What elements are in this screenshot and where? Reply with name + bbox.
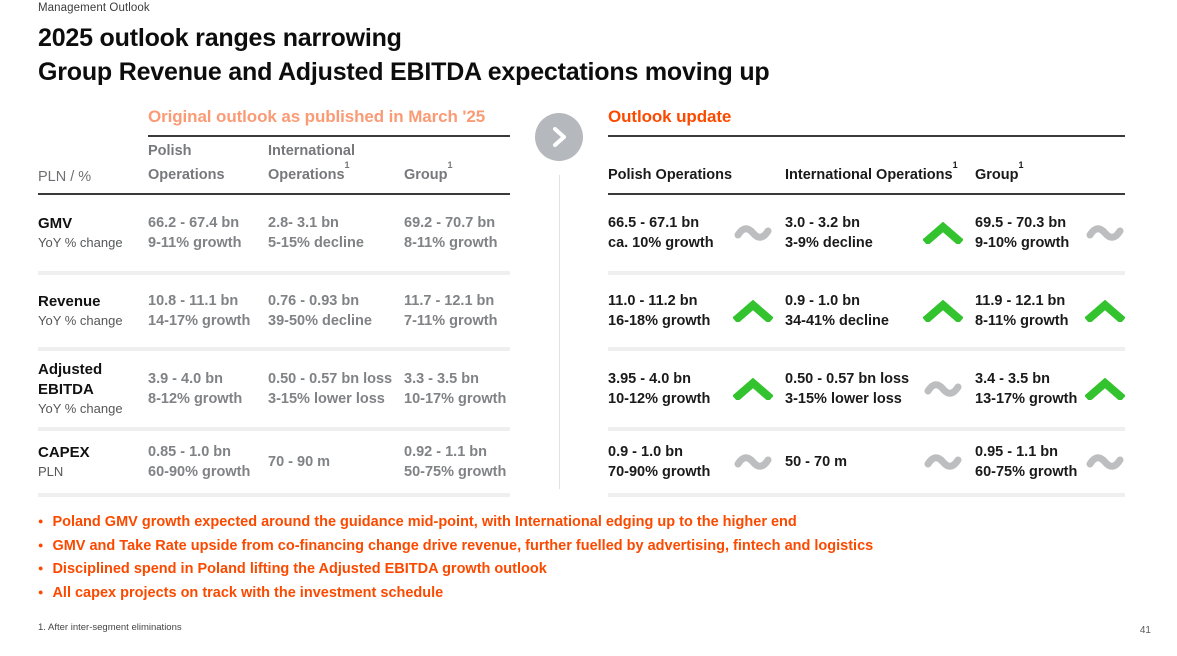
column-header-group: Group1 xyxy=(404,160,453,183)
column-header-polish: Polish Operations xyxy=(148,143,225,183)
vertical-divider xyxy=(559,175,560,489)
row-separator xyxy=(608,347,1125,351)
original-outlook-table: Original outlook as published in March '… xyxy=(38,107,510,497)
table-row-ebitda: Adjusted EBITDA YoY % change 3.9 - 4.0 b… xyxy=(38,351,510,427)
cell-polish: 0.85 - 1.0 bn 60-90% growth xyxy=(148,444,251,480)
outlook-update-header-row: Polish Operations International Operatio… xyxy=(608,137,1125,193)
section-eyebrow: Management Outlook xyxy=(38,2,150,14)
cell-group: 11.9 - 12.1 bn 8-11% growth xyxy=(975,293,1069,329)
cell-group: 0.95 - 1.1 bn 60-75% growth xyxy=(975,444,1078,480)
original-outlook-title: Original outlook as published in March '… xyxy=(148,107,486,126)
table-row-capex: CAPEX PLN 0.85 - 1.0 bn 60-90% growth 70 … xyxy=(38,431,510,493)
row-separator xyxy=(608,493,1125,497)
row-separator xyxy=(608,427,1125,431)
outlook-update-table: Outlook update Polish Operations Interna… xyxy=(608,107,1125,497)
row-separator xyxy=(38,271,510,275)
column-header-international: International Operations1 xyxy=(785,160,958,183)
metric-label: Revenue YoY % change xyxy=(38,293,123,328)
cell-international: 0.50 - 0.57 bn loss 3-15% lower loss xyxy=(785,371,910,407)
bullet-item: ● GMV and Take Rate upside from co-financ… xyxy=(38,535,1177,559)
cell-group: 3.4 - 3.5 bn 13-17% growth xyxy=(975,371,1078,407)
divider xyxy=(148,135,510,137)
table-row-gmv: GMV YoY % change 66.2 - 67.4 bn 9-11% gro… xyxy=(38,195,510,271)
cell-international: 0.9 - 1.0 bn 34-41% decline xyxy=(785,293,889,329)
trend-up-icon xyxy=(720,300,785,322)
title-line-1: 2025 outlook ranges narrowing xyxy=(38,24,402,52)
cell-polish: 3.95 - 4.0 bn 10-12% growth xyxy=(608,371,711,407)
metric-label: CAPEX PLN xyxy=(38,444,90,479)
trend-flat-icon xyxy=(1085,452,1125,472)
bullet-icon: ● xyxy=(38,586,44,597)
trend-up-icon xyxy=(720,378,785,400)
trend-up-icon xyxy=(1085,300,1125,322)
divider xyxy=(608,135,1125,137)
trend-up-icon xyxy=(910,300,975,322)
cell-international: 3.0 - 3.2 bn 3-9% decline xyxy=(785,215,873,251)
cell-group: 69.5 - 70.3 bn 9-10% growth xyxy=(975,215,1070,251)
column-header-group: Group1 xyxy=(975,160,1024,183)
trend-flat-icon xyxy=(1085,223,1125,243)
cell-international: 50 - 70 m xyxy=(785,454,848,470)
title-line-2: Group Revenue and Adjusted EBITDA expect… xyxy=(38,58,770,86)
cell-group: 0.92 - 1.1 bn 50-75% growth xyxy=(404,444,507,480)
cell-polish: 66.5 - 67.1 bn ca. 10% growth xyxy=(608,215,714,251)
row-separator xyxy=(38,427,510,431)
trend-flat-icon xyxy=(910,452,975,472)
table-row-capex-update: 0.9 - 1.0 bn 70-90% growth 50 - 70 m 0.95… xyxy=(608,431,1125,493)
bullet-icon: ● xyxy=(38,563,44,573)
trend-flat-icon xyxy=(720,223,785,243)
bullet-item: ● Disciplined spend in Poland lifting the… xyxy=(38,558,1177,582)
table-row-gmv-update: 66.5 - 67.1 bn ca. 10% growth 3.0 - 3.2 b… xyxy=(608,195,1125,271)
original-outlook-header-row: PLN / % Polish Operations International … xyxy=(38,137,510,193)
connector xyxy=(510,107,608,497)
trend-up-icon xyxy=(1085,378,1125,400)
bullet-icon: ● xyxy=(38,516,44,526)
key-messages: ● Poland GMV growth expected around the g… xyxy=(38,511,1177,605)
cell-international: 2.8- 3.1 bn 5-15% decline xyxy=(268,215,364,251)
cell-polish: 66.2 - 67.4 bn 9-11% growth xyxy=(148,215,242,251)
footnote: 1. After inter-segment eliminations xyxy=(38,622,182,633)
cell-group: 3.3 - 3.5 bn 10-17% growth xyxy=(404,371,507,407)
unit-label: PLN / % xyxy=(38,169,92,185)
row-separator xyxy=(38,493,510,497)
cell-international: 0.76 - 0.93 bn 39-50% decline xyxy=(268,293,372,329)
table-row-revenue-update: 11.0 - 11.2 bn 16-18% growth 0.9 - 1.0 bn… xyxy=(608,275,1125,347)
bullet-icon: ● xyxy=(38,539,44,550)
trend-up-icon xyxy=(910,222,975,244)
bullet-item: ● All capex projects on track with the in… xyxy=(38,582,1177,606)
bullet-item: ● Poland GMV growth expected around the g… xyxy=(38,511,1177,535)
row-separator xyxy=(38,347,510,351)
trend-flat-icon xyxy=(910,379,975,399)
metric-label: Adjusted EBITDA YoY % change xyxy=(38,361,123,416)
cell-polish: 10.8 - 11.1 bn 14-17% growth xyxy=(148,293,251,329)
page-title: 2025 outlook ranges narrowing Group Reve… xyxy=(38,21,1177,89)
cell-group: 11.7 - 12.1 bn 7-11% growth xyxy=(404,293,498,329)
cell-polish: 0.9 - 1.0 bn 70-90% growth xyxy=(608,444,711,480)
trend-flat-icon xyxy=(720,452,785,472)
column-header-international: International Operations1 xyxy=(268,143,356,183)
divider xyxy=(608,193,1125,195)
arrow-right-icon xyxy=(535,113,583,161)
row-separator xyxy=(608,271,1125,275)
table-row-revenue: Revenue YoY % change 10.8 - 11.1 bn 14-17… xyxy=(38,275,510,347)
table-row-ebitda-update: 3.95 - 4.0 bn 10-12% growth 0.50 - 0.57 b… xyxy=(608,351,1125,427)
cell-international: 70 - 90 m xyxy=(268,454,331,470)
cell-polish: 11.0 - 11.2 bn 16-18% growth xyxy=(608,293,711,329)
cell-polish: 3.9 - 4.0 bn 8-12% growth xyxy=(148,371,243,407)
cell-group: 69.2 - 70.7 bn 8-11% growth xyxy=(404,215,498,251)
divider xyxy=(38,193,510,195)
cell-international: 0.50 - 0.57 bn loss 3-15% lower loss xyxy=(268,371,393,407)
column-header-polish: Polish Operations xyxy=(608,167,733,183)
metric-label: GMV YoY % change xyxy=(38,215,123,250)
outlook-tables: Original outlook as published in March '… xyxy=(38,107,1177,497)
outlook-update-title: Outlook update xyxy=(608,107,732,126)
page-number: 41 xyxy=(1139,625,1151,636)
